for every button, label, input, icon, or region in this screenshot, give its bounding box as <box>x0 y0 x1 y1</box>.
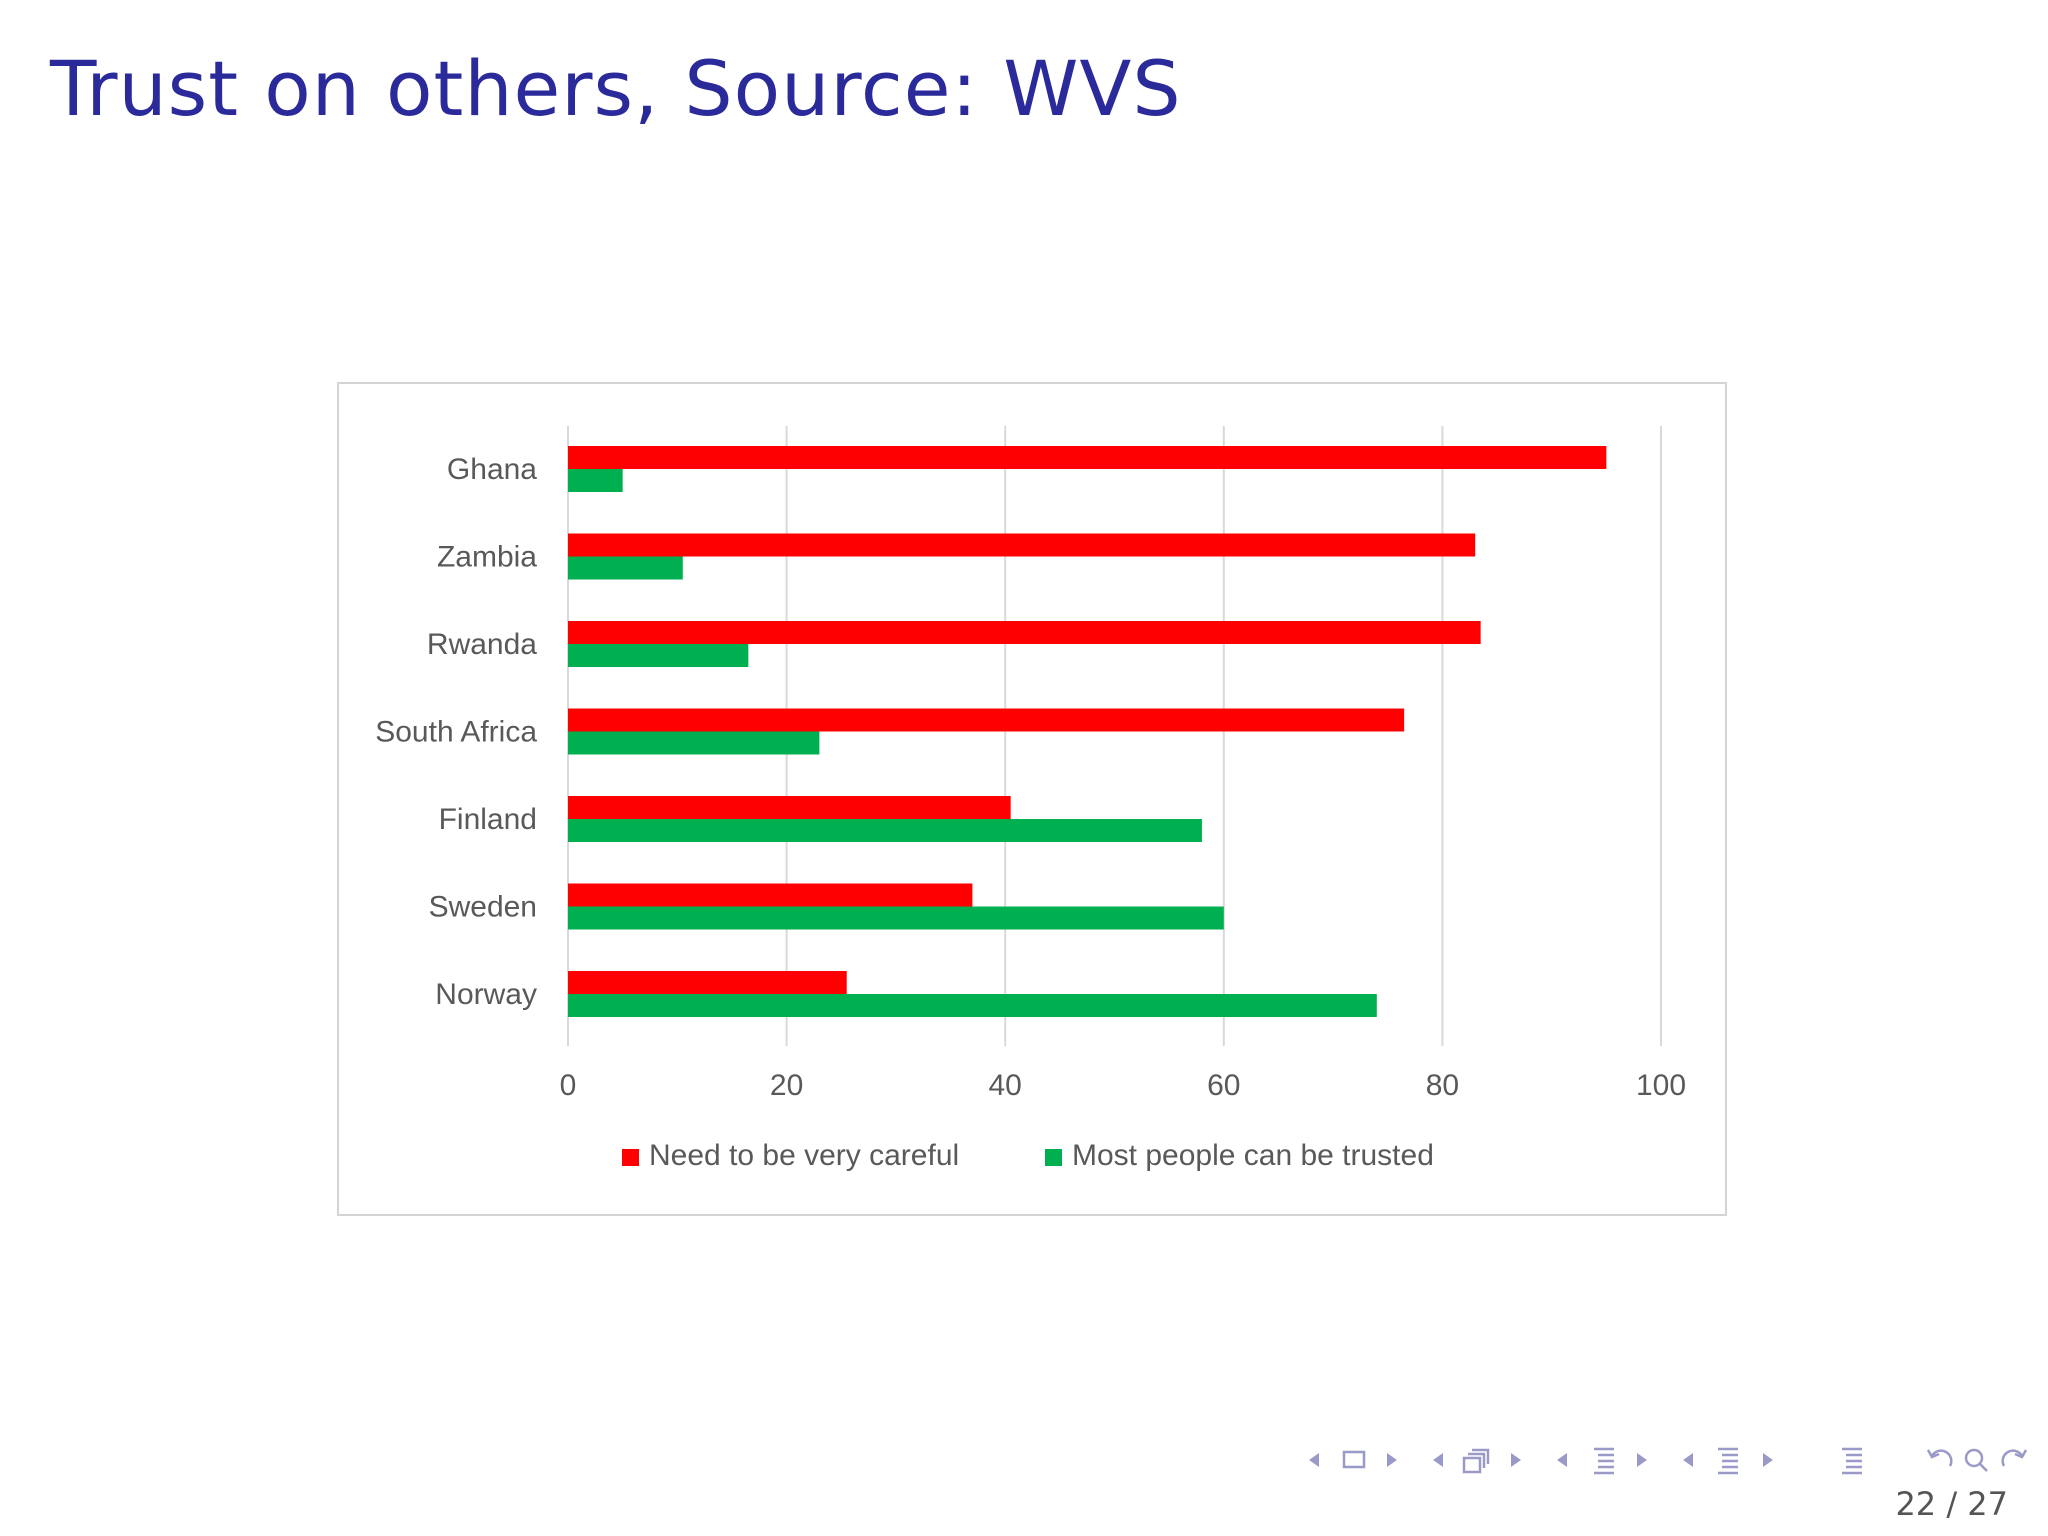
frame-icon[interactable] <box>1342 1450 1366 1469</box>
align-list-icon[interactable] <box>1842 1447 1862 1475</box>
category-label: Rwanda <box>427 628 537 661</box>
triangle-right-icon[interactable] <box>1763 1453 1773 1467</box>
bar-need-careful <box>568 883 973 907</box>
legend-label-trusted: Most people can be trusted <box>1072 1139 1434 1172</box>
triangle-left-icon[interactable] <box>1433 1453 1443 1467</box>
bar-need-careful <box>568 446 1607 469</box>
triangle-left-icon[interactable] <box>1309 1453 1319 1467</box>
x-tick-label: 100 <box>1636 1069 1686 1102</box>
legend-label-careful: Need to be very careful <box>649 1139 959 1172</box>
category-label: Ghana <box>447 453 537 486</box>
page-current: 22 <box>1895 1485 1937 1523</box>
subsection-list-icon[interactable] <box>1718 1447 1738 1475</box>
bar-most-trusted <box>568 731 820 755</box>
undo-icon[interactable] <box>1926 1449 1953 1467</box>
bar-most-trusted <box>568 556 683 580</box>
bar-most-trusted <box>568 906 1224 930</box>
bar-need-careful <box>568 533 1476 557</box>
stacked-frames-icon[interactable] <box>1462 1448 1490 1474</box>
x-tick-label: 80 <box>1426 1069 1459 1102</box>
page-separator: / <box>1946 1485 1958 1523</box>
redo-icon[interactable] <box>2001 1449 2028 1467</box>
x-tick-label: 60 <box>1207 1069 1240 1102</box>
category-label: Finland <box>439 803 537 836</box>
triangle-right-icon[interactable] <box>1511 1453 1521 1467</box>
bar-most-trusted <box>568 644 749 667</box>
legend-swatch-careful <box>622 1149 639 1166</box>
legend-swatch-trusted <box>1045 1149 1062 1166</box>
page-total: 27 <box>1967 1485 2008 1523</box>
beamer-navigation-bar <box>1300 1440 2040 1480</box>
bar-need-careful <box>568 796 1011 819</box>
search-icon[interactable] <box>1964 1448 1988 1472</box>
triangle-right-icon[interactable] <box>1637 1453 1647 1467</box>
bar-most-trusted <box>568 469 623 492</box>
category-label: Norway <box>435 978 537 1011</box>
triangle-right-icon[interactable] <box>1387 1453 1397 1467</box>
x-tick-label: 40 <box>989 1069 1022 1102</box>
bar-most-trusted <box>568 819 1202 842</box>
bar-need-careful <box>568 708 1405 732</box>
x-tick-label: 0 <box>560 1069 577 1102</box>
triangle-left-icon[interactable] <box>1557 1453 1567 1467</box>
triangle-left-icon[interactable] <box>1683 1453 1693 1467</box>
bar-need-careful <box>568 971 847 994</box>
bar-need-careful <box>568 621 1481 644</box>
category-label: Sweden <box>429 891 537 924</box>
chart-container: 0 20 40 60 80 100 Ghana Zambia Rwanda South Afric… <box>337 382 1727 1216</box>
bar-most-trusted <box>568 994 1377 1017</box>
slide-title: Trust on others, Source: WVS <box>50 44 1182 133</box>
x-tick-label: 20 <box>770 1069 803 1102</box>
bar-chart: 0 20 40 60 80 100 Ghana Zambia Rwanda South Afric… <box>375 426 1686 1172</box>
page-number: 22 / 27 <box>1895 1485 2008 1523</box>
section-list-icon[interactable] <box>1594 1447 1614 1475</box>
category-label: Zambia <box>437 541 537 574</box>
category-label: South Africa <box>375 716 537 749</box>
